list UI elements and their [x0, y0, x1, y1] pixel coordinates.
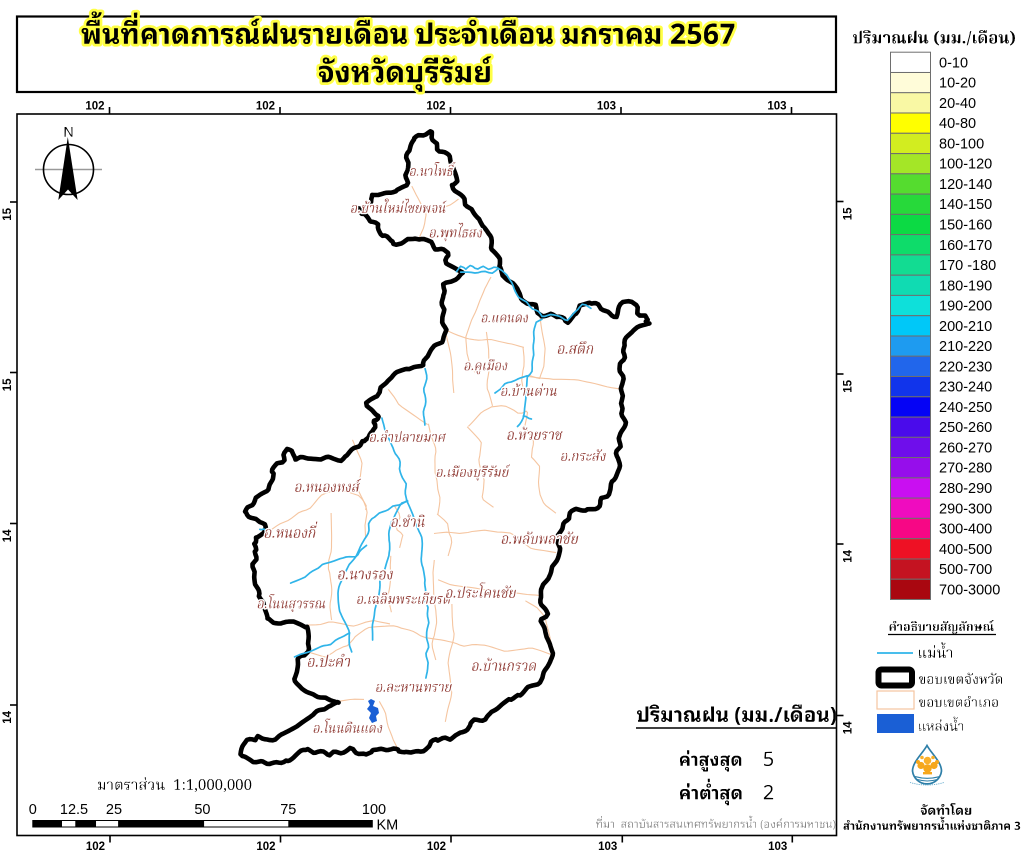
svg-text:100-120: 100-120: [939, 157, 992, 173]
svg-text:102: 102: [86, 841, 105, 853]
svg-text:15: 15: [843, 207, 855, 220]
svg-text:50: 50: [194, 802, 210, 818]
svg-text:102: 102: [85, 101, 104, 113]
svg-text:400-500: 400-500: [939, 542, 992, 558]
svg-text:15: 15: [2, 207, 14, 220]
svg-text:103: 103: [598, 841, 617, 853]
svg-text:180-190: 180-190: [939, 278, 992, 294]
svg-text:12.5: 12.5: [60, 802, 88, 818]
svg-text:230-240: 230-240: [939, 380, 992, 396]
svg-text:260-270: 260-270: [939, 441, 992, 457]
svg-text:14: 14: [843, 549, 855, 562]
svg-text:14: 14: [2, 529, 14, 542]
svg-text:240-250: 240-250: [939, 400, 992, 416]
svg-text:103: 103: [768, 841, 787, 853]
svg-text:10-20: 10-20: [939, 76, 976, 92]
svg-text:102: 102: [427, 841, 446, 853]
svg-text:40-80: 40-80: [939, 116, 976, 132]
svg-text:15: 15: [2, 378, 14, 391]
svg-text:250-260: 250-260: [939, 420, 992, 436]
svg-text:290-300: 290-300: [939, 501, 992, 517]
svg-text:200-210: 200-210: [939, 319, 992, 335]
svg-text:25: 25: [106, 802, 122, 818]
svg-text:80-100: 80-100: [939, 136, 984, 152]
svg-text:170 -180: 170 -180: [939, 258, 996, 274]
svg-text:14: 14: [843, 721, 855, 734]
svg-text:20-40: 20-40: [939, 96, 976, 112]
svg-text:100: 100: [362, 802, 386, 818]
svg-text:220-230: 220-230: [939, 359, 992, 375]
svg-text:15: 15: [843, 379, 855, 392]
svg-text:500-700: 500-700: [939, 562, 992, 578]
svg-text:75: 75: [280, 802, 296, 818]
svg-text:270-280: 270-280: [939, 461, 992, 477]
svg-text:102: 102: [256, 101, 275, 113]
svg-text:140-150: 140-150: [939, 197, 992, 213]
svg-text:0-10: 0-10: [939, 55, 968, 71]
svg-text:120-140: 120-140: [939, 177, 992, 193]
svg-text:150-160: 150-160: [939, 218, 992, 234]
svg-text:160-170: 160-170: [939, 238, 992, 254]
svg-text:KM: KM: [377, 818, 399, 834]
svg-text:103: 103: [597, 101, 616, 113]
svg-text:103: 103: [767, 101, 786, 113]
svg-text:210-220: 210-220: [939, 339, 992, 355]
svg-text:14: 14: [2, 710, 14, 723]
svg-text:280-290: 280-290: [939, 481, 992, 497]
svg-text:700-3000: 700-3000: [939, 582, 1000, 598]
svg-text:300-400: 300-400: [939, 522, 992, 538]
svg-text:0: 0: [29, 802, 37, 818]
svg-text:190-200: 190-200: [939, 299, 992, 315]
svg-text:102: 102: [426, 101, 445, 113]
svg-text:102: 102: [256, 841, 275, 853]
